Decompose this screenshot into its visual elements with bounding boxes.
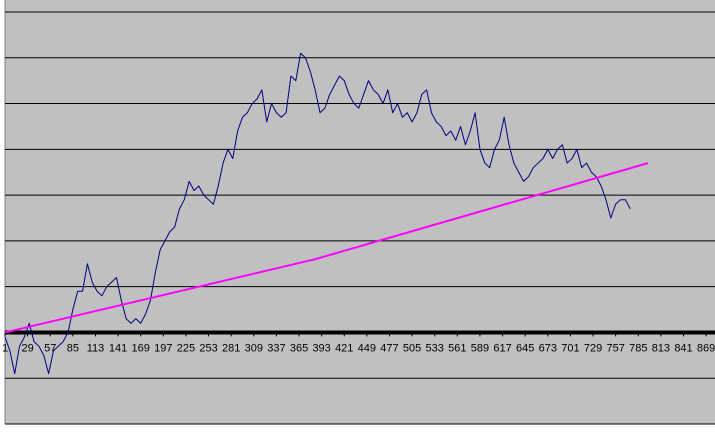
x-tick-label: 505 — [403, 342, 421, 354]
x-tick-label: 701 — [561, 342, 579, 354]
x-tick-label: 225 — [177, 342, 195, 354]
x-tick-label: 365 — [290, 342, 308, 354]
x-tick-label: 113 — [87, 342, 105, 354]
x-tick-label: 729 — [584, 342, 602, 354]
x-tick-label: 281 — [222, 342, 240, 354]
x-tick-label: 869 — [697, 342, 715, 354]
x-tick-label: 645 — [516, 342, 534, 354]
plot-area — [5, 0, 715, 424]
x-tick-label: 141 — [109, 342, 127, 354]
x-tick-label: 477 — [380, 342, 398, 354]
x-tick-label: 589 — [471, 342, 489, 354]
x-tick-label: 813 — [652, 342, 670, 354]
x-tick-label: 253 — [199, 342, 217, 354]
x-tick-label: 57 — [44, 342, 56, 354]
series-line — [4, 52, 631, 375]
x-tick-label: 169 — [132, 342, 150, 354]
x-tick-label: 393 — [312, 342, 330, 354]
x-tick-label: 1 — [2, 342, 8, 354]
series-line — [4, 162, 649, 334]
x-tick-label: 841 — [674, 342, 692, 354]
x-tick-label: 673 — [539, 342, 557, 354]
x-tick-label: 617 — [493, 342, 511, 354]
x-tick-label: 449 — [358, 342, 376, 354]
x-tick-label: 337 — [267, 342, 285, 354]
x-tick-label: 785 — [629, 342, 647, 354]
x-tick-label: 757 — [606, 342, 624, 354]
x-tick-label: 29 — [21, 342, 33, 354]
x-tick-label: 561 — [448, 342, 466, 354]
x-tick-label: 421 — [335, 342, 353, 354]
x-tick-label: 197 — [154, 342, 172, 354]
x-tick-label: 533 — [426, 342, 444, 354]
x-tick-label: 85 — [67, 342, 79, 354]
x-tick-label: 309 — [245, 342, 263, 354]
